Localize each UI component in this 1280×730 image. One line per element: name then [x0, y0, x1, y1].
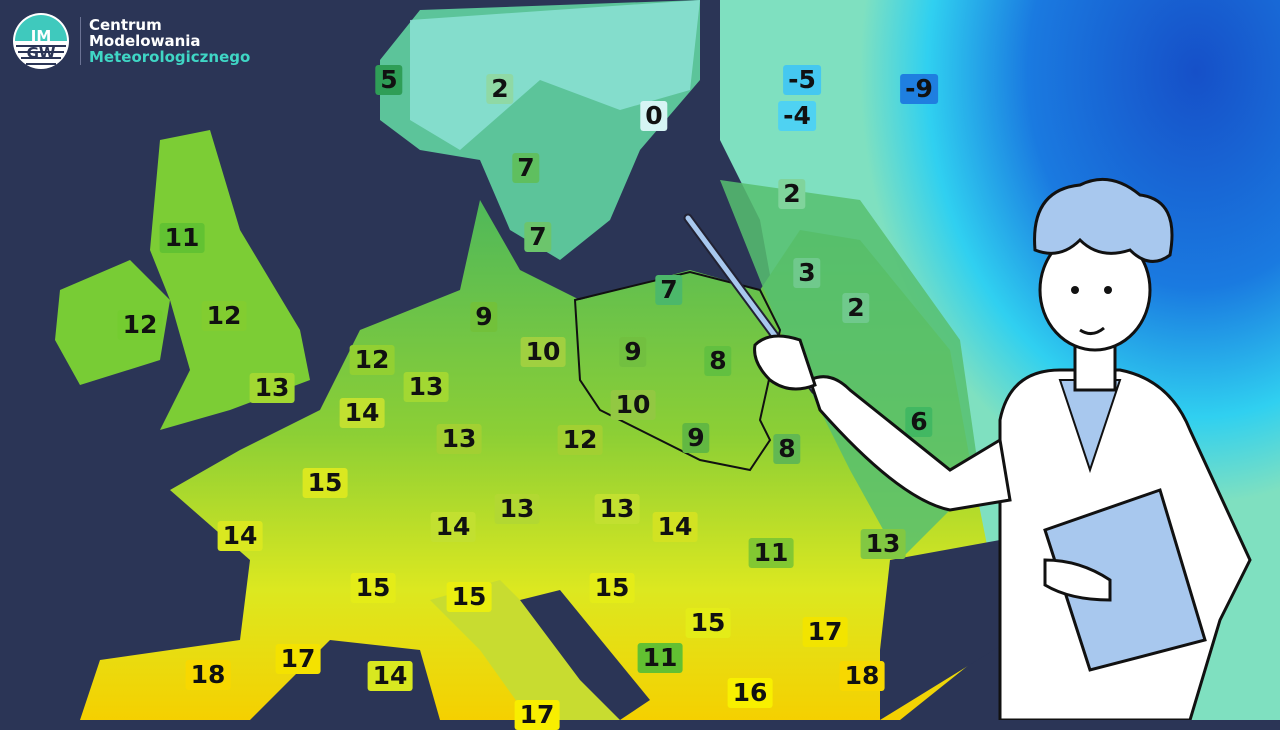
temperature-label: 9 — [470, 302, 498, 332]
temperature-label: 14 — [430, 512, 476, 542]
temperature-label: 17 — [802, 617, 848, 647]
sea-black — [880, 540, 1010, 720]
imgw-logo: IM GW Centrum Modelowania Meteorologiczn… — [12, 12, 250, 70]
imgw-emblem-icon: IM GW — [13, 13, 69, 69]
svg-text:GW: GW — [27, 44, 56, 62]
temperature-label: 13 — [594, 494, 640, 524]
temperature-label: 18 — [839, 661, 885, 691]
temperature-label: 13 — [860, 529, 906, 559]
temperature-label: 2 — [778, 179, 806, 209]
temperature-label: 11 — [637, 643, 683, 673]
ireland-land — [55, 260, 170, 385]
temperature-label: 14 — [217, 521, 263, 551]
temperature-label: 8 — [704, 346, 732, 376]
temperature-label: 8 — [773, 434, 801, 464]
temperature-label: 17 — [514, 700, 560, 730]
temperature-label: 6 — [905, 407, 933, 437]
temperature-label: 14 — [367, 661, 413, 691]
temperature-label: 15 — [685, 608, 731, 638]
temperature-label: 18 — [185, 660, 231, 690]
logo-line-2: Modelowania — [89, 32, 201, 50]
temperature-label: 13 — [403, 372, 449, 402]
temperature-label: 12 — [117, 310, 163, 340]
temperature-label: 16 — [727, 678, 773, 708]
temperature-label: 0 — [640, 101, 668, 131]
temperature-label: 7 — [524, 222, 552, 252]
sea-mediterranean — [250, 640, 440, 720]
temperature-label: -9 — [900, 74, 938, 104]
logo-line-1: Centrum — [89, 16, 162, 34]
temperature-label: 7 — [655, 275, 683, 305]
temperature-label: 2 — [842, 293, 870, 323]
temperature-label: 17 — [275, 644, 321, 674]
temperature-label: 11 — [748, 538, 794, 568]
temperature-label: 15 — [589, 573, 635, 603]
temperature-label: 11 — [159, 223, 205, 253]
temperature-label: 13 — [436, 424, 482, 454]
temperature-label: 3 — [793, 258, 821, 288]
italy-peninsula — [430, 580, 620, 720]
temperature-label: 5 — [375, 65, 403, 95]
temperature-label: -5 — [783, 65, 821, 95]
temperature-label: 15 — [302, 468, 348, 498]
temperature-label: 12 — [557, 425, 603, 455]
scandinavia-snow — [410, 0, 700, 150]
temperature-label: 7 — [512, 153, 540, 183]
temperature-label: 10 — [610, 390, 656, 420]
temperature-label: 10 — [520, 337, 566, 367]
temperature-label: 15 — [446, 582, 492, 612]
presenter-illustration — [683, 177, 1252, 720]
temperature-label: 9 — [682, 423, 710, 453]
temperature-label: -4 — [778, 101, 816, 131]
temperature-label: 2 — [486, 74, 514, 104]
sea-adriatic — [520, 590, 650, 720]
temperature-label: 14 — [652, 512, 698, 542]
british-isles-land — [150, 130, 310, 430]
temperature-label: 13 — [249, 373, 295, 403]
temperature-label: 9 — [619, 337, 647, 367]
svg-text:IM: IM — [31, 27, 52, 45]
poland-border — [573, 270, 782, 472]
temperature-label: 15 — [350, 573, 396, 603]
temperature-label: 12 — [349, 345, 395, 375]
temperature-label: 13 — [494, 494, 540, 524]
logo-line-3: Meteorologicznego — [89, 48, 251, 66]
temperature-label: 14 — [339, 398, 385, 428]
temperature-label: 12 — [201, 301, 247, 331]
